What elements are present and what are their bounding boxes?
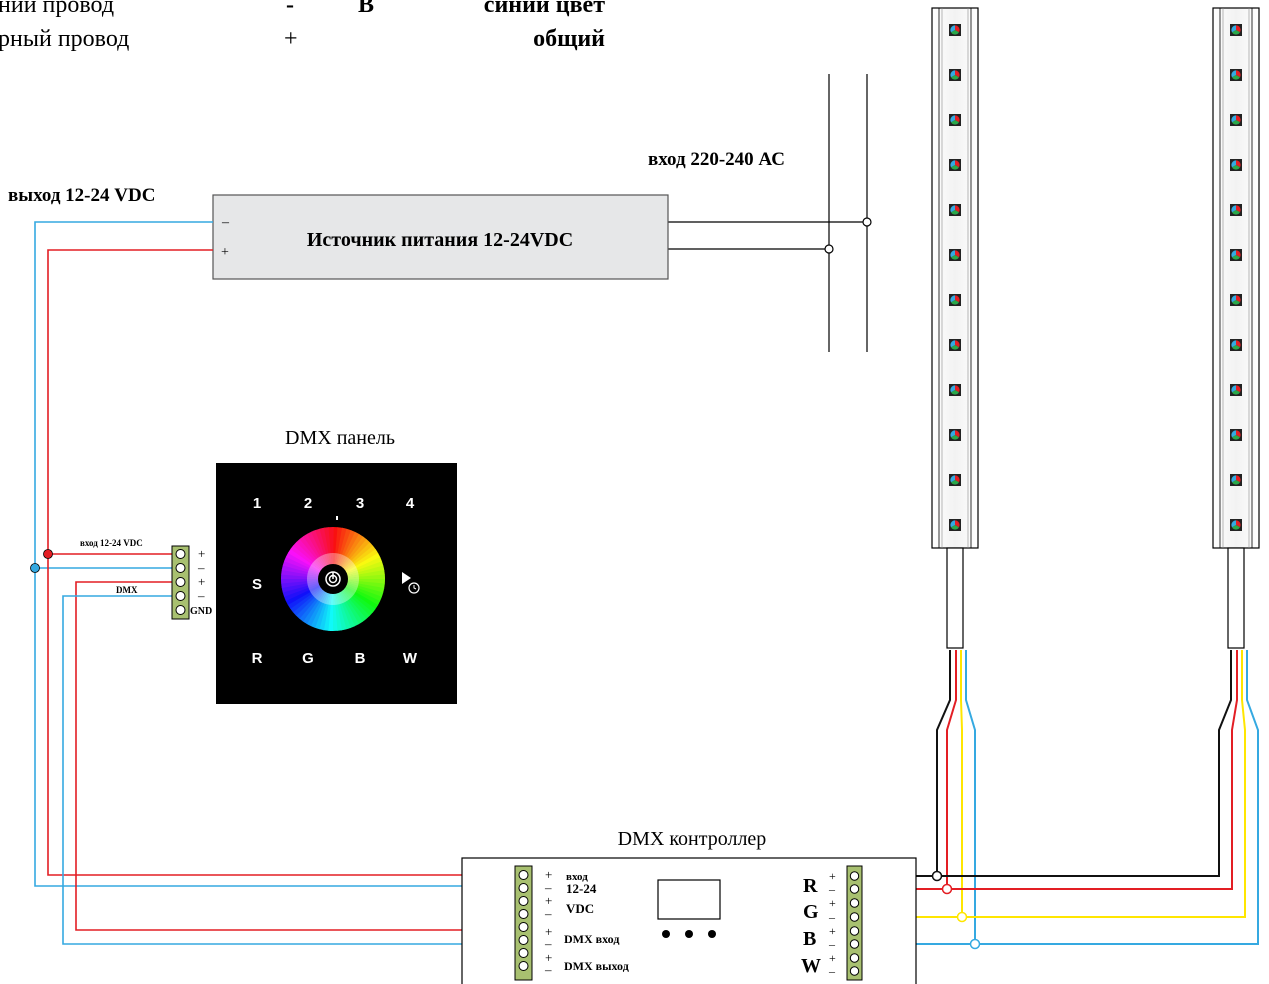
led-chip — [949, 114, 961, 126]
supply-wires — [30, 221, 515, 945]
ctrl-out-r-plus: + — [829, 869, 836, 883]
led-chip — [1230, 474, 1242, 486]
panel-term-plus1: + — [198, 546, 205, 561]
power-output-label: выход 12-24 VDC — [8, 185, 155, 206]
panel-button-4[interactable]: 4 — [406, 495, 415, 512]
panel-button-1[interactable]: 1 — [253, 495, 261, 512]
panel-term-gnd: GND — [190, 606, 212, 617]
legend-row1-meaning: синий цвет — [484, 0, 605, 18]
ctrl-out-g-minus: – — [828, 910, 836, 924]
panel-button-3[interactable]: 3 — [356, 495, 364, 512]
ctrl-vin-label-2: 12-24 — [566, 881, 597, 896]
led-chip — [1230, 24, 1242, 36]
led-chip — [949, 339, 961, 351]
panel-button-2[interactable]: 2 — [304, 495, 312, 512]
power-icon — [325, 571, 341, 587]
ctrl-sign-7: – — [544, 962, 552, 977]
ctrl-sign-6: + — [545, 950, 552, 965]
ctrl-sign-5: – — [544, 936, 552, 951]
controller-button-1[interactable] — [662, 930, 670, 938]
ctrl-out-g-plus: + — [829, 896, 836, 910]
legend-row1-sign: - — [286, 0, 294, 18]
led-chip — [949, 159, 961, 171]
legend-row2-wire: рный провод — [0, 26, 129, 52]
controller-box — [461, 857, 917, 984]
led-chip — [949, 519, 961, 531]
legend-row2-meaning: общий — [533, 26, 605, 52]
ctrl-out-b-minus: – — [828, 937, 836, 951]
panel-button-g[interactable]: G — [302, 650, 314, 667]
led-chip — [1230, 69, 1242, 81]
panel-dmx-label: DMX — [116, 585, 138, 595]
led-chip — [1230, 339, 1242, 351]
ctrl-out-b: B — [803, 928, 816, 950]
power-supply: Источник питания 12-24VDC – + — [212, 194, 669, 280]
led-chip — [949, 384, 961, 396]
legend-row1-letter: B — [358, 0, 374, 18]
ctrl-out-w-plus: + — [829, 951, 836, 965]
ctrl-vin-label-3: VDC — [566, 901, 594, 916]
dmx-panel: 1 2 3 4 S R G B W — [216, 463, 457, 704]
play-timer-icon[interactable] — [402, 572, 420, 594]
panel-terminal: + – + – GND вход 12-24 VDC DMX — [80, 538, 212, 620]
legend: ний провод - B синий цвет рный провод + … — [0, 0, 605, 52]
led-chip — [949, 294, 961, 306]
led-chip — [949, 429, 961, 441]
led-chip — [949, 69, 961, 81]
panel-button-w[interactable]: W — [403, 650, 418, 667]
led-chip — [1230, 294, 1242, 306]
ctrl-out-w-minus: – — [828, 964, 836, 978]
led-chip — [1230, 114, 1242, 126]
controller-title: DMX контроллер — [618, 828, 767, 850]
panel-term-minus1: – — [197, 560, 205, 575]
ctrl-out-r: R — [803, 875, 818, 897]
panel-term-minus2: – — [197, 588, 205, 603]
power-supply-box — [212, 194, 669, 280]
led-strip-1 — [931, 7, 979, 649]
legend-row2-sign: + — [284, 26, 298, 52]
power-supply-plus: + — [221, 245, 229, 260]
power-supply-title: Источник питания 12-24VDC — [307, 229, 573, 251]
dmx-controller: + – + – + – + – вход 12-24 VDC DMX вход … — [461, 857, 917, 984]
controller-button-3[interactable] — [708, 930, 716, 938]
ctrl-vin-label-1: вход — [566, 871, 588, 883]
ctrl-sign-0: + — [545, 867, 552, 882]
panel-title: DMX панель — [285, 427, 395, 449]
ctrl-out-g: G — [803, 901, 819, 923]
panel-term-plus2: + — [198, 574, 205, 589]
controller-display — [657, 879, 721, 920]
panel-button-b[interactable]: B — [355, 650, 366, 667]
power-supply-minus: – — [221, 215, 230, 230]
led-chip — [949, 24, 961, 36]
controller-output-terminal — [846, 865, 863, 981]
ctrl-out-b-plus: + — [829, 924, 836, 938]
ctrl-out-r-minus: – — [828, 882, 836, 896]
ctrl-dmx-out-label: DMX выход — [564, 959, 629, 973]
led-chip — [949, 204, 961, 216]
led-chip — [1230, 249, 1242, 261]
led-chip — [949, 249, 961, 261]
ctrl-out-w: W — [801, 955, 821, 977]
ctrl-sign-2: + — [545, 893, 552, 908]
controller-button-2[interactable] — [685, 930, 693, 938]
panel-button-s[interactable]: S — [252, 576, 262, 593]
ctrl-sign-4: + — [545, 924, 552, 939]
led-chip — [949, 474, 961, 486]
panel-button-r[interactable]: R — [252, 650, 263, 667]
ctrl-dmx-in-label: DMX вход — [564, 932, 619, 946]
ctrl-sign-3: – — [544, 906, 552, 921]
led-chip — [1230, 384, 1242, 396]
led-chip — [1230, 429, 1242, 441]
led-strip-2 — [1212, 7, 1260, 649]
led-chip — [1230, 519, 1242, 531]
legend-row1-wire: ний провод — [0, 0, 114, 18]
ac-input-lines — [668, 74, 872, 352]
ctrl-sign-1: – — [544, 880, 552, 895]
led-chip — [1230, 159, 1242, 171]
ac-input-label: вход 220-240 АС — [648, 149, 785, 170]
led-chip — [1230, 204, 1242, 216]
panel-vin-label: вход 12-24 VDC — [80, 538, 143, 548]
strip-cables — [862, 650, 1259, 950]
